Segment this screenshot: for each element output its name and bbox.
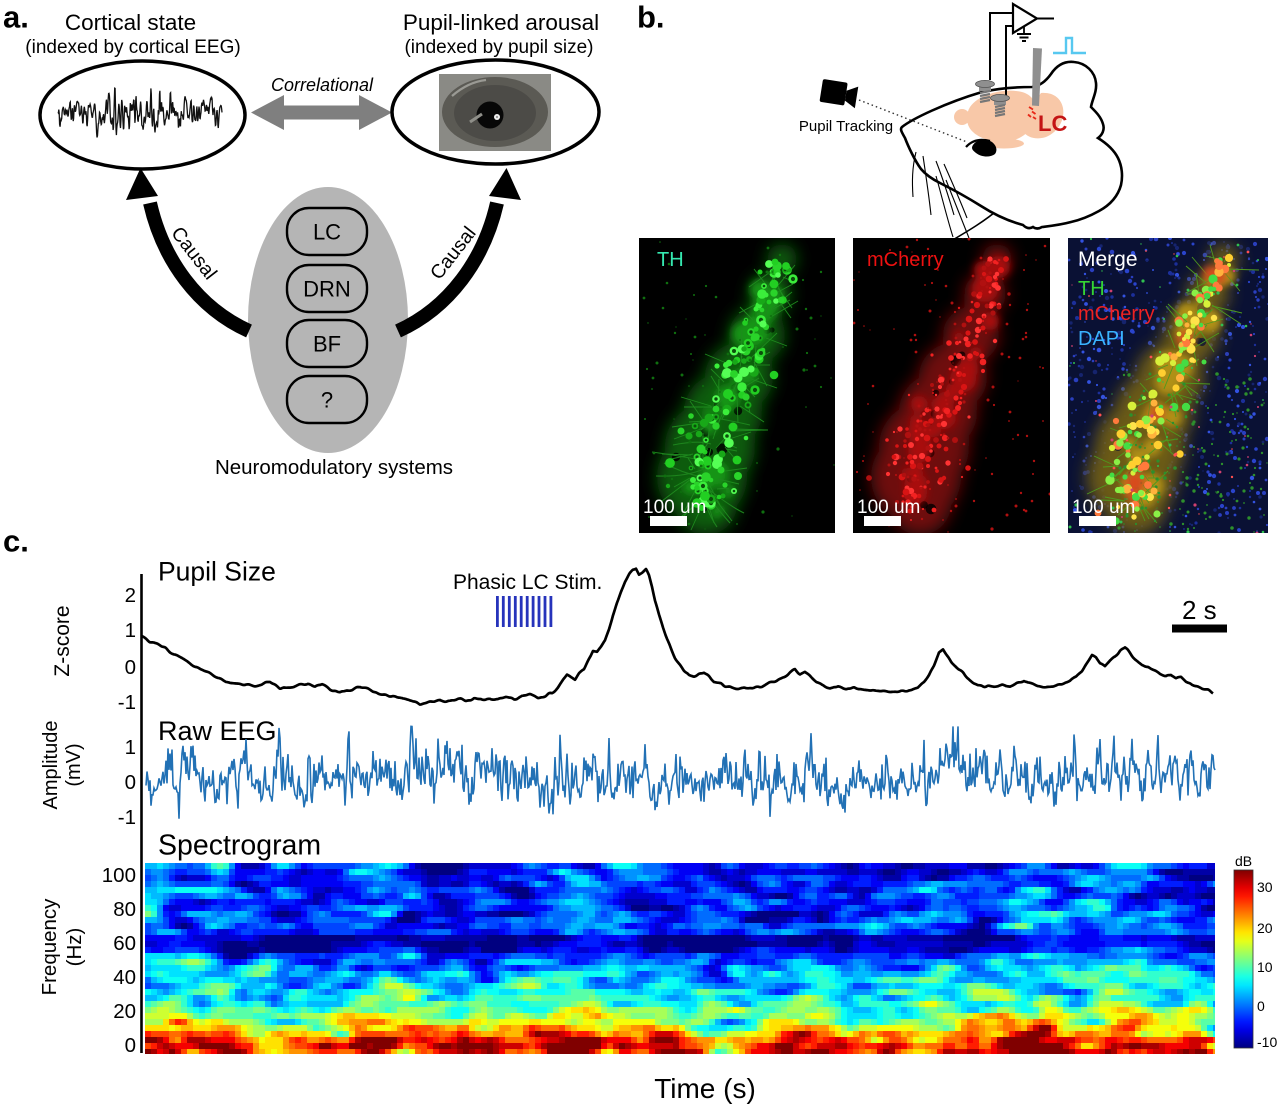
svg-text:2: 2 [125, 584, 136, 607]
svg-text:Merge: Merge [1078, 248, 1138, 271]
svg-text:(mV): (mV) [63, 743, 85, 786]
svg-text:c.: c. [3, 524, 29, 559]
svg-text:(indexed by cortical EEG): (indexed by cortical EEG) [25, 37, 240, 58]
svg-text:40: 40 [113, 966, 136, 989]
svg-text:20: 20 [113, 1000, 136, 1023]
svg-text:TH: TH [657, 249, 684, 271]
svg-text:Frequency: Frequency [38, 898, 61, 996]
svg-text:DRN: DRN [303, 277, 351, 302]
svg-text:DAPI: DAPI [1078, 328, 1125, 350]
svg-text:0: 0 [125, 656, 136, 679]
svg-text:-1: -1 [118, 806, 136, 829]
svg-text:Pupil Tracking: Pupil Tracking [799, 118, 893, 135]
svg-text:Raw EEG: Raw EEG [158, 716, 277, 746]
svg-text:0: 0 [125, 771, 136, 794]
svg-text:Cortical state: Cortical state [65, 10, 196, 35]
svg-text:Pupil-linked arousal: Pupil-linked arousal [403, 10, 599, 35]
svg-text:mCherry: mCherry [867, 249, 944, 271]
svg-text:60: 60 [113, 932, 136, 955]
svg-text:Z-score: Z-score [51, 605, 74, 676]
svg-text:100 um: 100 um [643, 497, 706, 518]
svg-text:Amplitude: Amplitude [40, 721, 62, 810]
svg-text:BF: BF [313, 332, 341, 357]
svg-text:Correlational: Correlational [271, 75, 374, 95]
svg-text:(indexed by pupil size): (indexed by pupil size) [404, 37, 593, 58]
svg-text:TH: TH [1078, 278, 1105, 300]
svg-text:100: 100 [102, 864, 136, 887]
svg-text:100 um: 100 um [857, 497, 920, 518]
svg-text:2 s: 2 s [1182, 595, 1217, 625]
svg-text:LC: LC [313, 220, 341, 245]
svg-text:-1: -1 [118, 691, 136, 714]
svg-text:1: 1 [125, 736, 136, 759]
svg-text:(Hz): (Hz) [63, 928, 86, 967]
svg-text:Pupil Size: Pupil Size [158, 557, 276, 587]
svg-text:a.: a. [3, 0, 29, 35]
svg-text:0: 0 [125, 1034, 136, 1057]
svg-text:Phasic LC Stim.: Phasic LC Stim. [453, 571, 602, 594]
svg-text:100 um: 100 um [1072, 497, 1135, 518]
svg-text:b.: b. [637, 0, 665, 35]
svg-text:80: 80 [113, 898, 136, 921]
svg-text:mCherry: mCherry [1078, 303, 1155, 325]
svg-text:LC: LC [1038, 111, 1067, 136]
svg-text:1: 1 [125, 619, 136, 642]
svg-text:Spectrogram: Spectrogram [158, 830, 321, 862]
svg-text:?: ? [321, 388, 333, 413]
svg-text:Neuromodulatory systems: Neuromodulatory systems [215, 456, 453, 479]
